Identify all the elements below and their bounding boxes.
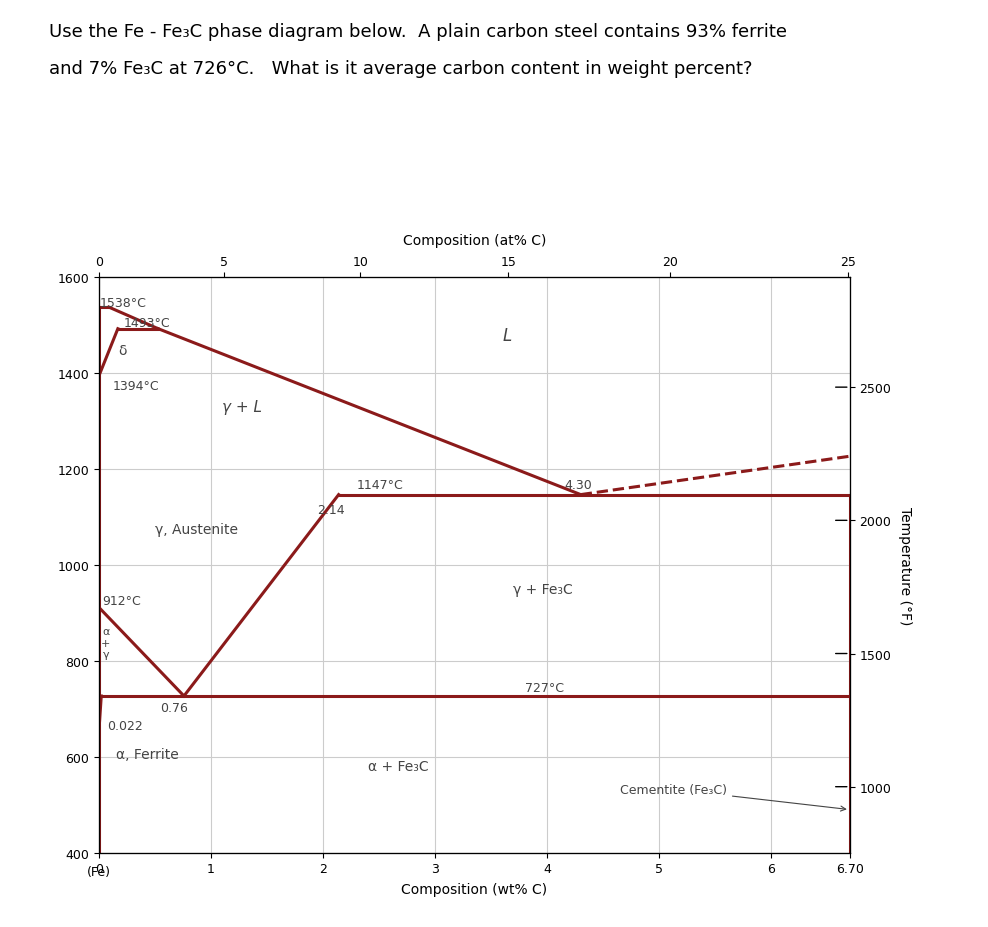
Text: α + Fe₃C: α + Fe₃C	[368, 759, 429, 774]
Text: α
+
γ: α + γ	[101, 627, 111, 660]
Text: 2.14: 2.14	[317, 504, 345, 517]
Text: γ + Fe₃C: γ + Fe₃C	[514, 582, 573, 596]
Text: Use the Fe - Fe₃C phase diagram below.  A plain carbon steel contains 93% ferrit: Use the Fe - Fe₃C phase diagram below. A…	[49, 23, 787, 41]
Text: (Fe): (Fe)	[87, 865, 111, 878]
Text: Cementite (Fe₃C): Cementite (Fe₃C)	[619, 783, 846, 811]
Text: 0.022: 0.022	[107, 719, 142, 732]
Text: 4.30: 4.30	[564, 478, 592, 491]
Text: 1538°C: 1538°C	[100, 297, 147, 310]
Text: γ, Austenite: γ, Austenite	[155, 523, 238, 537]
Text: δ: δ	[118, 344, 126, 358]
Text: L: L	[502, 326, 512, 345]
Text: and 7% Fe₃C at 726°C.   What is it average carbon content in weight percent?: and 7% Fe₃C at 726°C. What is it average…	[49, 60, 753, 78]
Text: 1493°C: 1493°C	[124, 317, 170, 330]
Text: 912°C: 912°C	[102, 594, 141, 607]
Text: γ + L: γ + L	[222, 400, 262, 415]
Text: 1147°C: 1147°C	[357, 478, 403, 491]
Text: 727°C: 727°C	[525, 681, 564, 694]
Y-axis label: Temperature (°F): Temperature (°F)	[898, 506, 912, 625]
X-axis label: Composition (at% C): Composition (at% C)	[402, 234, 546, 248]
Text: 0.76: 0.76	[160, 701, 189, 714]
X-axis label: Composition (wt% C): Composition (wt% C)	[401, 883, 547, 896]
Text: α, Ferrite: α, Ferrite	[116, 748, 179, 762]
Text: 1394°C: 1394°C	[113, 380, 159, 393]
